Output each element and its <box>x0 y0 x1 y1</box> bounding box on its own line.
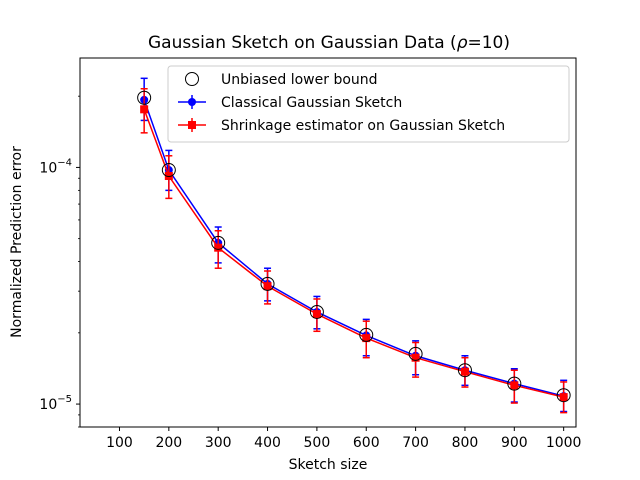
data-point <box>411 353 420 362</box>
x-tick-label: 600 <box>353 435 380 451</box>
x-tick-label: 900 <box>501 435 528 451</box>
data-point <box>140 105 149 114</box>
legend-item-shrinkage-estimator-on-gaussian-sketch: Shrinkage estimator on Gaussian Sketch <box>178 118 505 134</box>
legend-marker <box>185 72 199 86</box>
data-point <box>359 327 374 342</box>
data-point <box>460 367 469 376</box>
x-tick-label: 200 <box>155 435 182 451</box>
data-point <box>260 276 275 291</box>
data-point <box>309 304 324 319</box>
legend-item-unbiased-lower-bound: Unbiased lower bound <box>185 72 378 88</box>
y-tick-label: 10−5 <box>39 394 72 413</box>
x-tick-label: 400 <box>254 435 281 451</box>
x-tick-label: 500 <box>304 435 331 451</box>
x-tick-label: 700 <box>402 435 429 451</box>
data-point <box>556 388 571 403</box>
y-axis: 10−4 10−5 <box>39 95 80 428</box>
legend-label: Unbiased lower bound <box>221 72 378 88</box>
data-point <box>510 381 519 390</box>
data-point <box>137 90 152 105</box>
legend-label: Classical Gaussian Sketch <box>221 95 402 111</box>
data-point <box>312 310 321 319</box>
plot-area <box>79 57 577 428</box>
series-line <box>143 109 564 398</box>
series-shrinkage-estimator-on-gaussian-sketch <box>140 88 568 414</box>
x-tick-label: 100 <box>106 435 133 451</box>
data-point <box>164 171 173 180</box>
data-point <box>457 363 472 378</box>
chart-title: Gaussian Sketch on Gaussian Data (ρ=10) <box>148 33 510 53</box>
x-axis: 100 200 300 400 500 600 700 800 900 1000 <box>106 427 581 451</box>
y-tick-label: 10−4 <box>39 157 72 176</box>
x-tick-label: 300 <box>205 435 232 451</box>
legend-box <box>167 65 570 143</box>
data-point <box>214 243 223 252</box>
legend-label: Shrinkage estimator on Gaussian Sketch <box>221 118 505 134</box>
data-point <box>211 235 226 250</box>
data-point <box>507 376 522 391</box>
data-point <box>408 346 423 361</box>
series-unbiased-lower-bound <box>137 90 571 403</box>
legend-marker <box>188 121 196 129</box>
legend-marker <box>188 98 196 106</box>
x-axis-label: Sketch size <box>289 457 368 473</box>
data-point <box>362 334 371 343</box>
series-line <box>143 99 564 397</box>
legend-item-classical-gaussian-sketch: Classical Gaussian Sketch <box>178 95 402 111</box>
x-tick-label: 800 <box>452 435 479 451</box>
y-axis-label: Normalized Prediction error <box>9 146 25 338</box>
data-point <box>263 282 272 291</box>
data-point <box>161 163 176 178</box>
legend: Unbiased lower bound Classical Gaussian S… <box>167 65 570 143</box>
data-point <box>559 393 568 402</box>
x-tick-label: 1000 <box>546 435 582 451</box>
series-layer <box>137 77 571 414</box>
